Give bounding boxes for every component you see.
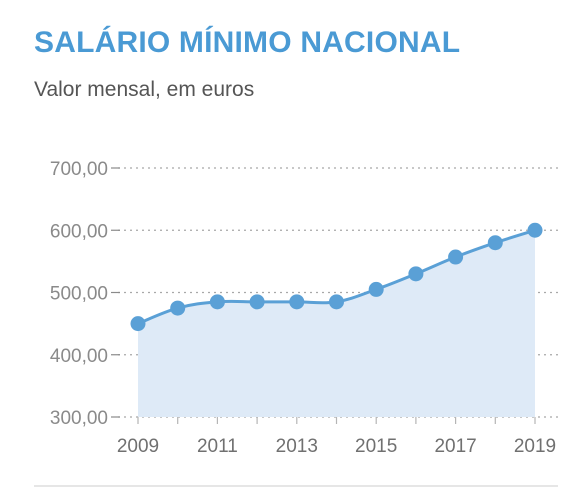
x-tick-label: 2019 [514, 436, 556, 457]
y-tick-label: 300,00 [50, 408, 108, 429]
data-point [368, 281, 384, 297]
y-tick-label: 700,00 [50, 159, 108, 180]
chart-subtitle: Valor mensal, em euros [34, 78, 255, 101]
data-point [487, 235, 503, 251]
data-point [249, 294, 265, 310]
area-fill [138, 230, 535, 417]
line-area-chart: 300,00 400,00 500,00 600,00 700,00 2009 2011 2… [50, 159, 558, 457]
x-tick-label: 2013 [276, 436, 318, 457]
bottom-divider [34, 485, 558, 487]
data-point [170, 300, 186, 316]
data-point [408, 266, 424, 282]
x-tick-label: 2009 [117, 436, 159, 457]
x-tick-label: 2017 [434, 436, 476, 457]
data-point [209, 294, 225, 310]
y-tick-label: 600,00 [50, 221, 108, 242]
y-tick-label: 400,00 [50, 346, 108, 367]
data-point [527, 222, 543, 238]
data-point [289, 294, 305, 310]
x-tick-label: 2011 [197, 436, 238, 457]
x-tick-label: 2015 [355, 436, 397, 457]
y-tick-label: 500,00 [50, 284, 108, 305]
data-point [130, 316, 146, 332]
chart-title: SALÁRIO MÍNIMO NACIONAL [34, 26, 461, 59]
data-point [329, 294, 344, 310]
data-point [448, 249, 464, 265]
